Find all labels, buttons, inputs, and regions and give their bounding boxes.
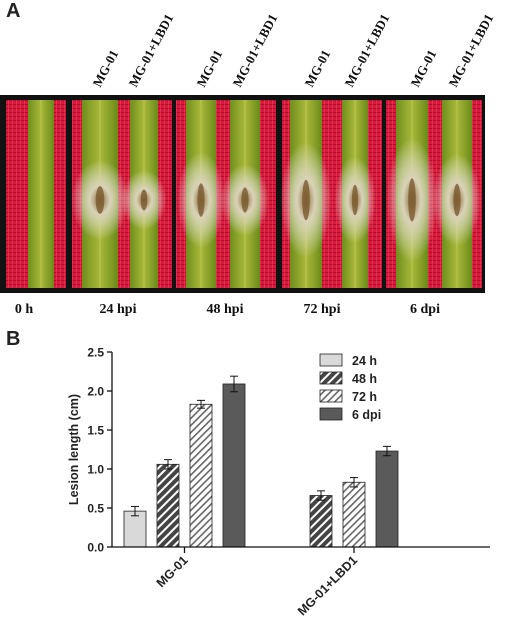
x-tick-label-1: MG-01+LBD1: [295, 553, 360, 618]
legend-swatch-1: [319, 371, 343, 385]
leaf-photo-0: [6, 100, 66, 288]
timepoint-label-0: 0 h: [15, 302, 34, 317]
leaf-photo-1: [71, 100, 172, 288]
y-tick-label-2: 1.0: [87, 463, 104, 477]
y-tick-label-1: 0.5: [87, 502, 104, 516]
leaf-photo-4: [386, 100, 482, 288]
leaf-photo-panel: [0, 95, 485, 293]
timepoint-label-1: 24 hpi: [100, 302, 137, 317]
sample-label-0: MG-01: [89, 47, 121, 89]
bar-1-1: [309, 495, 333, 548]
legend-label-0: 24 h: [352, 354, 377, 368]
lesion-chart: 0.0 0.5 1.0 1.5 2.0 2.5 Lesion length (cm) MG-…: [67, 346, 490, 618]
legend-label-1: 48 h: [352, 372, 377, 386]
legend-label-3: 6 dpi: [352, 408, 381, 422]
bar-0-3: [222, 383, 246, 548]
sample-label-5: MG-01+LBD1: [341, 11, 392, 89]
y-tick-label-0: 0.0: [87, 541, 104, 555]
sample-label-2: MG-01: [193, 47, 225, 89]
y-tick-label-4: 2.0: [87, 385, 104, 399]
legend-swatch-3: [319, 407, 343, 421]
bar-0-1: [156, 463, 180, 548]
sample-label-4: MG-01: [301, 47, 333, 89]
y-tick-label-3: 1.5: [87, 424, 104, 438]
bar-0-0: [123, 510, 147, 548]
y-tick-label-5: 2.5: [87, 346, 104, 360]
bar-0-2: [189, 403, 213, 548]
sample-label-1: MG-01+LBD1: [125, 11, 176, 89]
leaf-photo-2: [176, 100, 276, 288]
sample-label-7: MG-01+LBD1: [445, 11, 496, 89]
x-tick-label-0: MG-01: [154, 553, 191, 590]
timepoint-label-2: 48 hpi: [207, 302, 244, 317]
bar-1-3: [375, 450, 399, 548]
legend-swatch-0: [319, 353, 343, 367]
legend-swatch-2: [319, 389, 343, 403]
panel-b-letter: B: [6, 328, 21, 350]
timepoint-label-4: 6 dpi: [410, 302, 440, 317]
sample-label-6: MG-01: [407, 47, 439, 89]
leaf-photo-3: [280, 100, 382, 288]
bar-1-2: [342, 481, 366, 548]
timepoint-label-3: 72 hpi: [304, 302, 341, 317]
panel-a-letter: A: [6, 0, 21, 22]
y-axis-label: Lesion length (cm): [67, 394, 81, 505]
sample-label-3: MG-01+LBD1: [229, 11, 280, 89]
legend-label-2: 72 h: [352, 390, 377, 404]
